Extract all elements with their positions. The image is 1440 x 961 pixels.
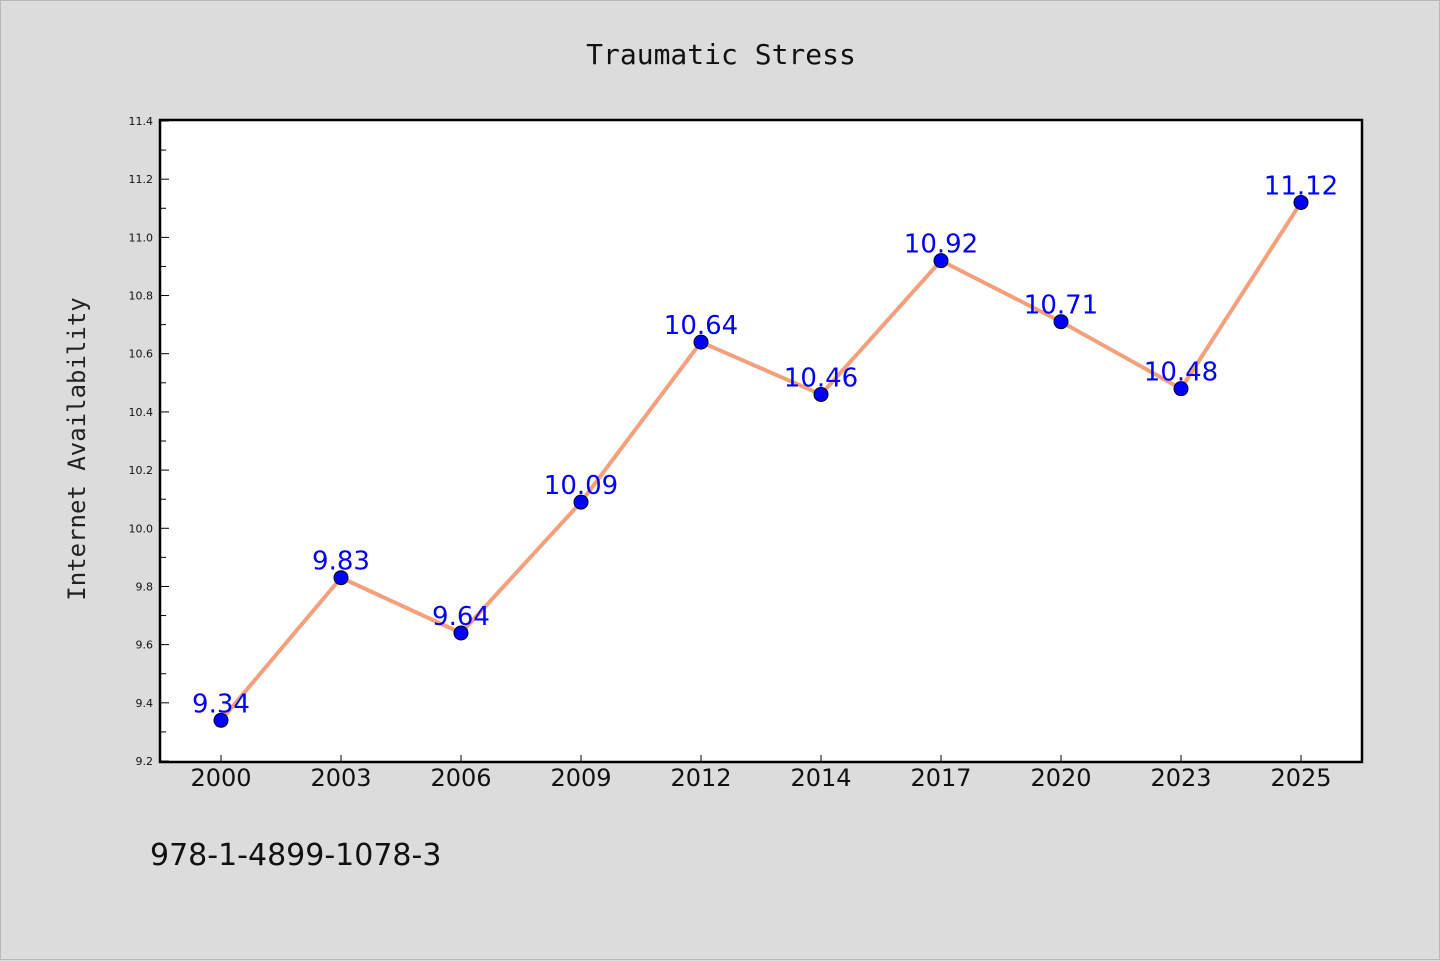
data-label: 10.09 <box>544 471 618 501</box>
x-tick-label: 2003 <box>310 764 371 792</box>
footer-code: 978-1-4899-1078-3 <box>150 838 441 873</box>
data-label: 11.12 <box>1264 171 1338 201</box>
x-tick-label: 2009 <box>550 764 611 792</box>
y-tick-label: 11.2 <box>129 173 154 186</box>
data-label: 10.92 <box>904 230 978 260</box>
data-point <box>813 386 829 402</box>
y-tick-label: 9.2 <box>136 755 154 768</box>
x-tick-label: 2023 <box>1150 764 1211 792</box>
data-point <box>1293 194 1309 210</box>
y-tick-label: 10.8 <box>129 290 154 303</box>
data-point <box>693 334 709 350</box>
data-point <box>933 253 949 269</box>
chart-title: Traumatic Stress <box>586 38 856 71</box>
x-tick-label: 2020 <box>1030 764 1091 792</box>
data-label: 9.34 <box>192 689 250 719</box>
data-point <box>573 494 589 510</box>
x-axis: 2000 2003 2006 2009 2012 2014 2017 2020 2023 2025 <box>190 755 1332 792</box>
data-point <box>1053 314 1069 330</box>
data-label: 9.83 <box>312 547 370 577</box>
data-label: 10.71 <box>1024 291 1098 321</box>
data-point <box>1173 381 1189 397</box>
series-line <box>219 201 1303 722</box>
x-tick-label: 2012 <box>670 764 731 792</box>
y-tick-label: 10.0 <box>129 522 154 535</box>
y-tick-label: 11.0 <box>129 231 154 244</box>
x-tick-label: 2017 <box>910 764 971 792</box>
x-tick-label: 2025 <box>1270 764 1331 792</box>
data-point <box>453 625 469 641</box>
plot-area <box>158 118 1364 764</box>
data-label: 10.46 <box>784 363 858 393</box>
y-tick-label: 9.4 <box>136 697 154 710</box>
y-axis: 9.2 9.4 9.6 9.8 10.0 10.2 10.4 10.6 10.8 11.0 11.2… <box>129 115 169 768</box>
x-tick-label: 2014 <box>790 764 851 792</box>
y-tick-label: 9.6 <box>136 639 154 652</box>
data-label: 9.64 <box>432 602 490 632</box>
data-point <box>333 570 349 586</box>
series-group: 9.34 9.83 9.64 10.09 10.64 10.46 10.92 10.71 10.… <box>192 171 1338 728</box>
y-tick-label: 9.8 <box>136 580 154 593</box>
data-point <box>213 712 229 728</box>
y-tick-label: 11.4 <box>129 115 154 128</box>
y-tick-label: 10.6 <box>129 348 154 361</box>
y-axis-label: Internet Availability <box>63 297 91 600</box>
x-tick-label: 2006 <box>430 764 491 792</box>
data-label: 10.48 <box>1144 358 1218 388</box>
data-label: 10.64 <box>664 311 738 341</box>
y-tick-label: 10.2 <box>129 464 154 477</box>
x-tick-label: 2000 <box>190 764 251 792</box>
y-tick-label: 10.4 <box>129 406 154 419</box>
